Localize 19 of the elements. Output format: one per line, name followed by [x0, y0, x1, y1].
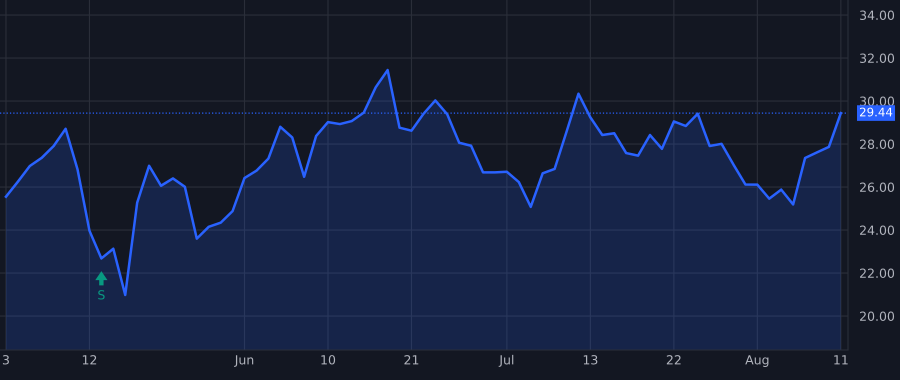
y-tick-label: 26.00 [860, 182, 894, 192]
annotation: S [98, 290, 105, 300]
x-tick-label: Jul [498, 354, 514, 367]
y-tick-label: 34.00 [860, 10, 894, 20]
x-tick-label: Jun [234, 355, 254, 367]
x-tick-label: 13 [584, 355, 598, 365]
x-tick-label: 21 [404, 355, 418, 364]
y-tick-label: 20.00 [860, 312, 894, 321]
x-tick-label: 12 [82, 355, 96, 364]
y-tick-label: 32.00 [860, 54, 894, 63]
x-tick-label: Aug [745, 355, 768, 367]
y-tick-label: 28.00 [860, 140, 894, 149]
y-tick-label: 24.00 [860, 226, 894, 235]
ref-line-label: 29.44 [860, 108, 892, 117]
x-tick-label: 11 [834, 355, 848, 364]
x-tick-label: 3 [2, 355, 9, 365]
x-tick-label: 10 [321, 355, 336, 365]
y-tick-label: 22.00 [860, 268, 894, 278]
x-tick-label: 22 [666, 355, 681, 364]
